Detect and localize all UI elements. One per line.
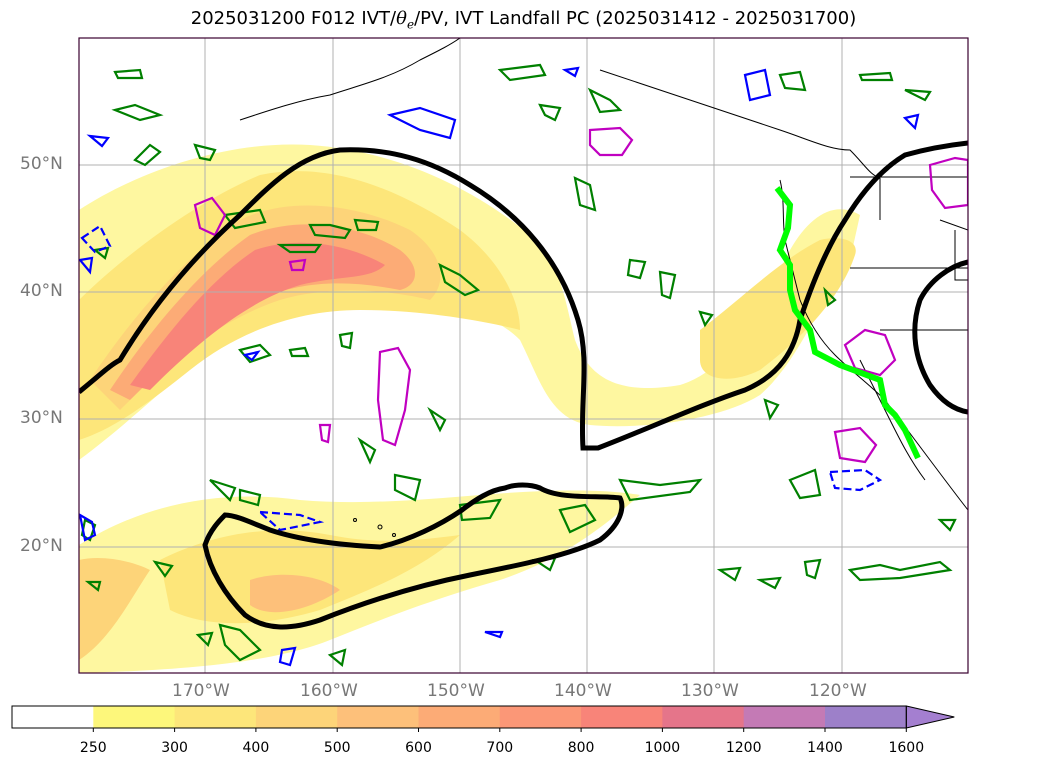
lon-label-140w: 140°W — [554, 681, 612, 701]
colorbar-tick-label: 1000 — [644, 740, 681, 756]
map-frame — [78, 37, 969, 674]
lon-label-130w: 130°W — [681, 681, 739, 701]
colorbar-tick-label: 800 — [567, 740, 595, 756]
colorbar-segment — [255, 706, 338, 728]
colorbar-segment — [418, 706, 501, 728]
colorbar-segment — [581, 706, 663, 728]
colorbar-outline — [11, 705, 907, 729]
landfall-pc-contours — [79, 140, 968, 630]
colorbar-segment — [825, 706, 907, 728]
lat-label-40: 40°N — [20, 281, 63, 301]
colorbar-tick-label: 1600 — [888, 740, 925, 756]
map-gridlines — [79, 38, 968, 673]
colorbar-tick-label: 250 — [79, 740, 107, 756]
colorbar-tick-label: 600 — [405, 740, 432, 756]
lon-label-160w: 160°W — [300, 681, 358, 701]
colorbar-tick-label: 700 — [486, 740, 514, 756]
colorbar-segment — [174, 706, 257, 728]
colorbar-segment — [337, 706, 420, 728]
coastlines — [239, 38, 968, 537]
lat-label-20: 20°N — [20, 536, 63, 556]
colorbar-segment — [12, 706, 94, 728]
lon-label-170w: 170°W — [172, 681, 230, 701]
colorbar-tick-label: 1200 — [725, 740, 762, 756]
colorbar-tick-label: 500 — [323, 740, 351, 756]
colorbar-tick-label: 300 — [161, 740, 188, 756]
magenta-contours — [193, 126, 968, 464]
map-plot-area — [79, 38, 968, 673]
colorbar-tick-label: 1400 — [807, 740, 843, 756]
colorbar-segment — [662, 706, 745, 728]
lat-label-50: 50°N — [20, 154, 63, 174]
colorbar-segment — [743, 706, 826, 728]
colorbar-tick-label: 400 — [242, 740, 270, 756]
colorbar-segment — [499, 706, 582, 728]
lat-label-30: 30°N — [20, 408, 63, 428]
map-title: 2025031200 F012 IVT/θe/PV, IVT Landfall … — [190, 8, 857, 32]
colorbar-segment — [93, 706, 176, 728]
lon-label-120w: 120°W — [809, 681, 867, 701]
landfall-line — [774, 186, 921, 460]
pv-contours — [79, 66, 920, 667]
colorbar-extend-arrow — [905, 705, 955, 729]
colorbar — [11, 705, 955, 732]
lon-label-150w: 150°W — [427, 681, 485, 701]
